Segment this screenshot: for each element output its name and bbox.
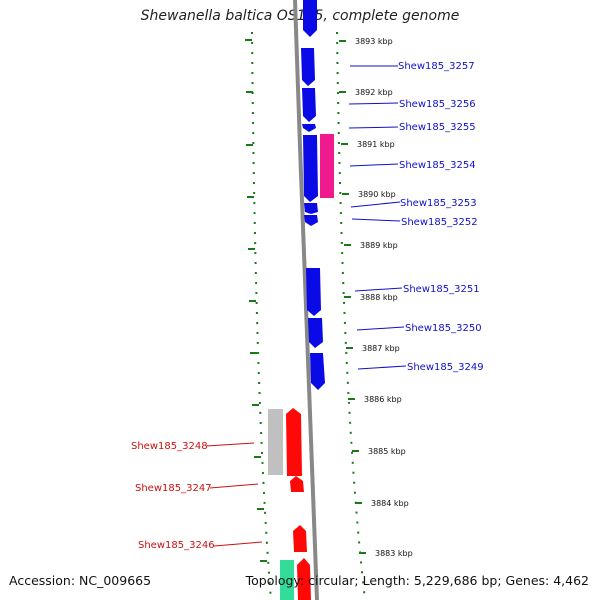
ruler-left	[251, 31, 272, 600]
gene-feature-gray	[268, 409, 283, 475]
gene-feature	[304, 203, 318, 214]
tick-label: 3886 kbp	[364, 395, 402, 404]
leader-lines-right	[348, 65, 407, 370]
tick-label: 3884 kbp	[371, 499, 409, 508]
tick-label: 3883 kbp	[375, 549, 413, 558]
gene-feature	[303, 135, 318, 202]
gene-label[interactable]: Shew185_3254	[399, 160, 476, 171]
gene-feature-teal	[280, 560, 294, 600]
gene-label[interactable]: Shew185_3257	[398, 61, 475, 72]
gene-label[interactable]: Shew185_3253	[400, 198, 477, 209]
gene-feature	[290, 476, 304, 492]
gene-feature	[304, 215, 318, 226]
tick-label: 3892 kbp	[355, 88, 393, 97]
gene-feature	[302, 88, 316, 122]
gene-label[interactable]: Shew185_3251	[403, 284, 480, 295]
gene-labels-right: Shew185_3257 Shew185_3256 Shew185_3255 Shew…	[398, 61, 484, 373]
reverse-genes	[286, 408, 311, 600]
gene-feature-pink	[320, 134, 334, 198]
map-title: Shewanella baltica OS185, complete genom…	[140, 8, 460, 24]
ruler-left-majors	[245, 39, 267, 562]
gene-label[interactable]: Shew185_3252	[401, 217, 478, 228]
tick-labels: 3893 kbp 3892 kbp 3891 kbp 3890 kbp 3889 kbp…	[339, 37, 413, 558]
gene-feature	[293, 525, 307, 552]
gene-label[interactable]: Shew185_3249	[407, 362, 484, 373]
gene-feature	[302, 124, 316, 132]
tick-label: 3885 kbp	[368, 447, 406, 456]
gene-label[interactable]: Shew185_3255	[399, 122, 476, 133]
tick-label: 3889 kbp	[360, 241, 398, 250]
accession-label: Accession: NC_009665	[9, 573, 152, 588]
gene-label[interactable]: Shew185_3256	[399, 99, 476, 110]
leader-lines-left	[205, 442, 263, 547]
gene-label[interactable]: Shew185_3247	[135, 483, 212, 494]
gene-feature	[303, 0, 317, 37]
tick-label: 3887 kbp	[362, 344, 400, 353]
tick-label: 3890 kbp	[358, 190, 396, 199]
gene-feature	[286, 408, 302, 476]
tick-label: 3893 kbp	[355, 37, 393, 46]
gene-feature	[297, 558, 311, 600]
gene-feature	[308, 318, 323, 348]
tick-label: 3888 kbp	[360, 293, 398, 302]
tick-label: 3891 kbp	[357, 140, 395, 149]
gene-labels-left: Shew185_3248 Shew185_3247 Shew185_3246	[131, 441, 215, 551]
gene-label[interactable]: Shew185_3250	[405, 323, 482, 334]
genome-info: Topology: circular; Length: 5,229,686 bp…	[245, 573, 589, 588]
genome-backbone	[293, 0, 319, 600]
ruler-right	[336, 31, 366, 600]
gene-feature	[301, 48, 315, 86]
gene-label[interactable]: Shew185_3246	[138, 540, 215, 551]
forward-genes	[301, 0, 325, 390]
gene-label[interactable]: Shew185_3248	[131, 441, 208, 452]
gene-feature	[306, 268, 321, 316]
gene-feature	[310, 353, 325, 390]
